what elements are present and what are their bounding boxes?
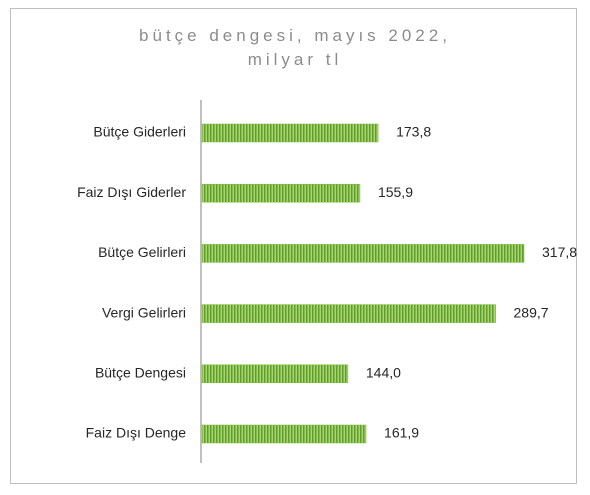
data-label: 289,7 [514,304,549,320]
category-label: Bütçe Giderleri [93,124,186,140]
chart-border [10,8,577,484]
bar [201,424,367,444]
bar [201,123,379,143]
chart-title: bütçe dengesi, mayıs 2022, milyar tl [139,26,451,69]
category-label: Bütçe Gelirleri [98,244,186,260]
bar [201,364,349,384]
category-label: Faiz Dışı Giderler [77,184,186,200]
bar [201,304,496,323]
data-label: 144,0 [366,365,401,381]
data-label: 155,9 [378,184,413,200]
category-label: Vergi Gelirleri [102,304,186,320]
data-label: 317,8 [542,244,577,260]
bar [201,244,525,263]
bar [201,183,361,203]
category-label: Faiz Dışı Denge [86,425,187,441]
data-label: 173,8 [396,124,431,140]
data-label: 161,9 [384,425,419,441]
category-label: Bütçe Dengesi [95,365,186,381]
